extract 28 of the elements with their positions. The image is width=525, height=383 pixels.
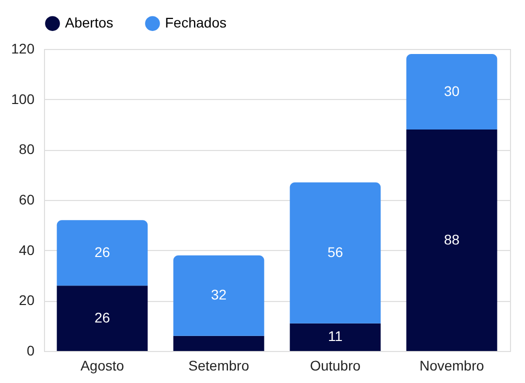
x-tick-label: Novembro <box>419 358 484 374</box>
data-label: 26 <box>94 309 110 326</box>
y-tick-label: 120 <box>11 40 35 56</box>
y-tick-label: 100 <box>11 90 35 107</box>
y-tick-label: 20 <box>18 292 35 308</box>
data-label: 88 <box>444 231 460 248</box>
data-label: 32 <box>210 286 227 303</box>
y-tick-label: 80 <box>18 141 35 158</box>
y-tick-label: 0 <box>26 342 35 358</box>
data-label: 26 <box>94 244 110 260</box>
y-tick-label: 60 <box>18 192 35 208</box>
bar <box>406 130 498 351</box>
x-tick-label: Outubro <box>310 358 361 374</box>
bar <box>173 336 264 351</box>
x-tick-label: Agosto <box>80 358 124 374</box>
bar <box>173 255 264 336</box>
data-label: 11 <box>328 328 343 344</box>
x-tick-label: Setembro <box>188 358 250 374</box>
data-label: 56 <box>327 244 344 260</box>
legend-label: Abertos <box>65 14 114 31</box>
y-tick-label: 40 <box>18 242 35 258</box>
bar <box>290 323 381 351</box>
bar <box>56 220 148 286</box>
legend-label: Fechados <box>165 14 226 31</box>
data-label: 30 <box>444 82 460 99</box>
bar <box>290 182 381 324</box>
bar <box>406 54 498 130</box>
bar <box>56 286 148 351</box>
